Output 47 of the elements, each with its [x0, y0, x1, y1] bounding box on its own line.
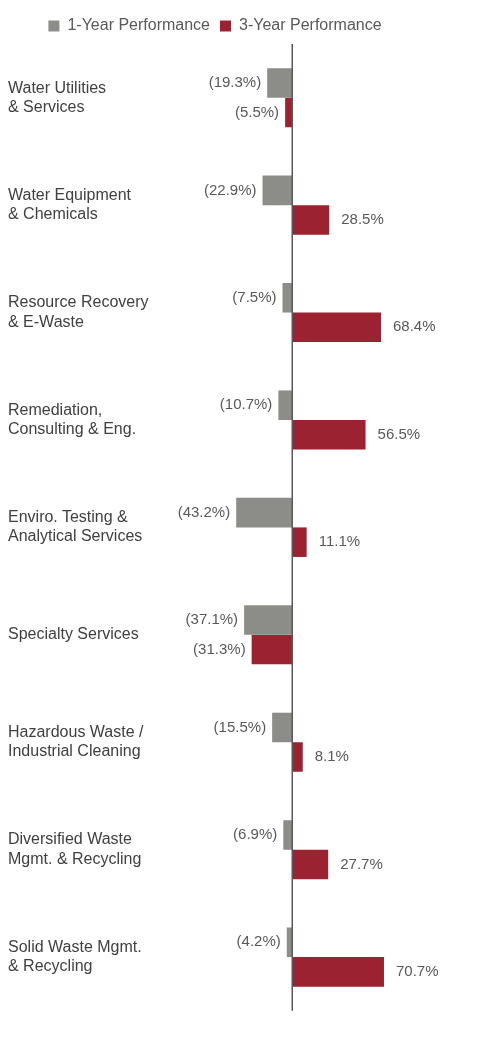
bar	[267, 68, 293, 98]
bar	[282, 283, 293, 313]
y-tick-label: Specialty Services	[8, 625, 139, 643]
data-label: (37.1%)	[185, 610, 239, 628]
y-tick-label: Remediation, Consulting & Eng.	[8, 400, 137, 437]
data-label: 70.7%	[395, 962, 439, 979]
data-label: (43.2%)	[177, 502, 231, 520]
data-label: (7.5%)	[232, 287, 277, 305]
data-label: 68.4%	[393, 317, 436, 335]
bar	[285, 97, 293, 128]
y-tick-label: Enviro. Testing & Analytical Services	[8, 508, 143, 545]
data-label: 8.1%	[314, 747, 349, 765]
bar	[292, 419, 366, 450]
data-label: (15.5%)	[213, 717, 267, 735]
bar	[292, 527, 307, 557]
bar	[272, 712, 293, 743]
bar	[283, 820, 293, 850]
bar	[292, 849, 329, 880]
data-label: (22.9%)	[204, 180, 257, 198]
data-label: (5.5%)	[234, 102, 280, 120]
data-label: (31.3%)	[193, 639, 246, 657]
bar	[292, 957, 384, 987]
bar	[278, 390, 293, 420]
bar	[292, 312, 381, 343]
data-label: 11.1%	[318, 532, 361, 550]
bar	[244, 605, 293, 635]
bar	[236, 497, 293, 528]
bar	[251, 634, 293, 665]
y-tick-label: Water Equipment & Chemicals	[8, 185, 132, 223]
y-tick-label: Hazardous Waste / Industrial Cleaning	[8, 723, 145, 760]
bar	[292, 205, 330, 235]
legend-label: 3-Year Performance	[239, 16, 382, 34]
data-label: (4.2%)	[236, 932, 281, 950]
data-label: (6.9%)	[233, 825, 278, 843]
bar	[286, 927, 293, 958]
data-label: 56.5%	[377, 424, 421, 442]
y-tick-label: Solid Waste Mgmt. & Recycling	[8, 937, 142, 975]
y-tick-label: Water Utilities & Services	[8, 78, 107, 115]
bar	[292, 742, 303, 772]
data-label: 28.5%	[341, 210, 384, 228]
data-label: (10.7%)	[219, 395, 273, 413]
y-tick-label: Diversified Waste Mgmt. & Recycling	[8, 830, 142, 867]
data-label: (19.3%)	[208, 73, 262, 91]
y-tick-label: Resource Recovery & E-Waste	[8, 293, 149, 330]
data-label: 27.7%	[340, 854, 383, 872]
legend-label: 1-Year Performance	[67, 16, 211, 34]
bar	[262, 175, 293, 206]
